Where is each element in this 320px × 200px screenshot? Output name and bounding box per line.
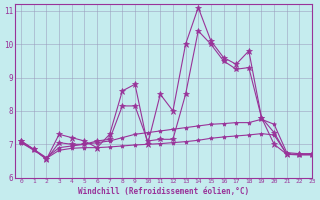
X-axis label: Windchill (Refroidissement éolien,°C): Windchill (Refroidissement éolien,°C) [78,187,249,196]
